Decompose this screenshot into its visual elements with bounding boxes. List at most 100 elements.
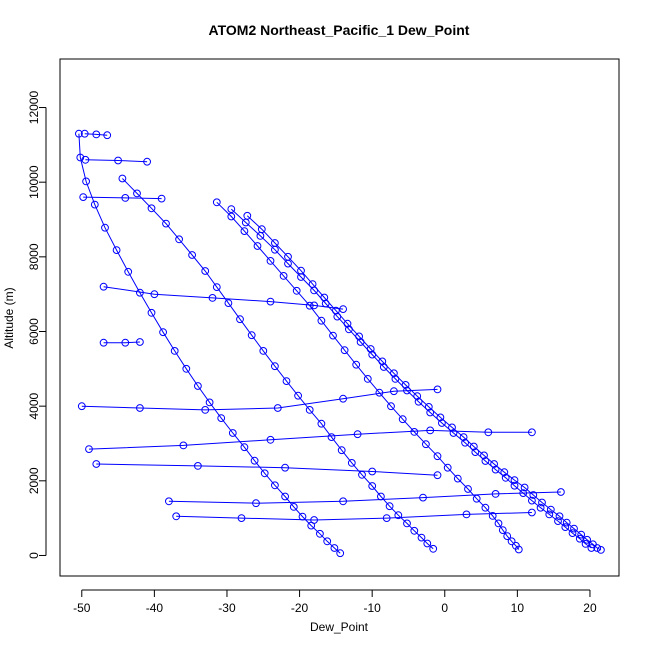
data-point: [179, 441, 188, 450]
data-point: [79, 193, 88, 202]
data-point: [212, 283, 221, 292]
data-point: [310, 286, 319, 295]
series-6: [92, 460, 442, 480]
data-point: [194, 462, 202, 470]
data-point: [99, 338, 108, 347]
data-point: [424, 403, 433, 411]
data-point: [316, 529, 324, 538]
data-point: [528, 508, 536, 517]
data-point: [433, 452, 442, 461]
series-14: [80, 129, 112, 140]
series-12: [81, 155, 152, 166]
data-point: [256, 232, 265, 240]
x-axis-label: Dew_Point: [310, 620, 369, 634]
data-point: [562, 518, 571, 527]
data-point: [92, 130, 101, 139]
data-point: [80, 129, 89, 138]
data-point: [555, 512, 564, 521]
data-point: [317, 419, 326, 428]
data-point: [545, 510, 554, 519]
y-tick-label: 12000: [27, 91, 41, 125]
data-point: [224, 299, 233, 308]
data-point: [587, 544, 596, 552]
data-point: [581, 540, 590, 548]
data-point: [464, 485, 472, 493]
data-point: [554, 517, 562, 525]
series-line: [85, 159, 148, 163]
plot-frame: [59, 58, 620, 577]
data-point: [253, 242, 262, 250]
data-point: [423, 539, 432, 548]
data-point: [368, 482, 377, 490]
data-point: [289, 503, 298, 511]
data-point: [575, 534, 584, 543]
data-point: [529, 491, 538, 499]
data-point: [422, 440, 430, 449]
series-9: [99, 338, 144, 347]
data-point: [512, 541, 520, 550]
data-point: [433, 385, 442, 394]
data-point: [250, 456, 259, 465]
data-point: [159, 328, 168, 337]
data-point: [162, 219, 170, 228]
series-line: [176, 512, 532, 521]
data-point: [240, 443, 249, 452]
data-point: [353, 430, 362, 439]
data-point: [252, 499, 260, 508]
data-point: [339, 394, 348, 403]
series-7: [172, 508, 536, 524]
data-point: [81, 155, 90, 164]
x-tick-label: -50: [73, 601, 91, 615]
data-point: [501, 473, 510, 482]
data-point: [347, 459, 356, 467]
data-point: [281, 492, 290, 501]
data-point: [282, 377, 291, 386]
data-point: [510, 481, 519, 490]
data-point: [194, 382, 202, 390]
data-point: [201, 406, 210, 414]
data-point: [147, 308, 156, 317]
series-line: [216, 201, 520, 550]
data-point: [82, 177, 90, 186]
data-point: [363, 375, 372, 383]
data-point: [417, 533, 426, 542]
data-point: [414, 397, 423, 406]
data-point: [175, 235, 184, 244]
data-point: [317, 316, 326, 325]
data-point: [227, 212, 236, 221]
data-point: [121, 194, 130, 202]
data-point: [481, 457, 490, 465]
data-point: [112, 246, 121, 255]
data-point: [387, 402, 395, 411]
data-point: [114, 156, 122, 165]
data-point: [118, 174, 127, 183]
data-point: [150, 290, 159, 299]
data-point: [124, 267, 133, 276]
data-point: [329, 331, 337, 340]
data-point: [259, 347, 268, 355]
data-point: [182, 364, 191, 373]
data-point: [279, 272, 288, 280]
series-11: [99, 282, 348, 314]
data-point: [429, 544, 438, 553]
data-point: [266, 257, 275, 265]
data-point: [462, 510, 471, 519]
data-point: [271, 481, 279, 490]
data-point: [281, 463, 290, 472]
data-point: [172, 512, 181, 521]
data-point: [260, 469, 269, 478]
data-point: [491, 490, 500, 498]
series-line: [88, 429, 532, 450]
data-point: [237, 514, 246, 522]
y-tick-label: 6000: [27, 318, 41, 345]
data-point: [481, 503, 490, 512]
data-point: [469, 442, 478, 451]
data-point: [147, 204, 156, 213]
data-point: [433, 471, 442, 480]
series-4: [75, 129, 345, 558]
data-point: [352, 360, 361, 369]
data-point: [170, 347, 179, 355]
y-tick-label: 10000: [27, 165, 41, 199]
data-point: [568, 529, 577, 537]
